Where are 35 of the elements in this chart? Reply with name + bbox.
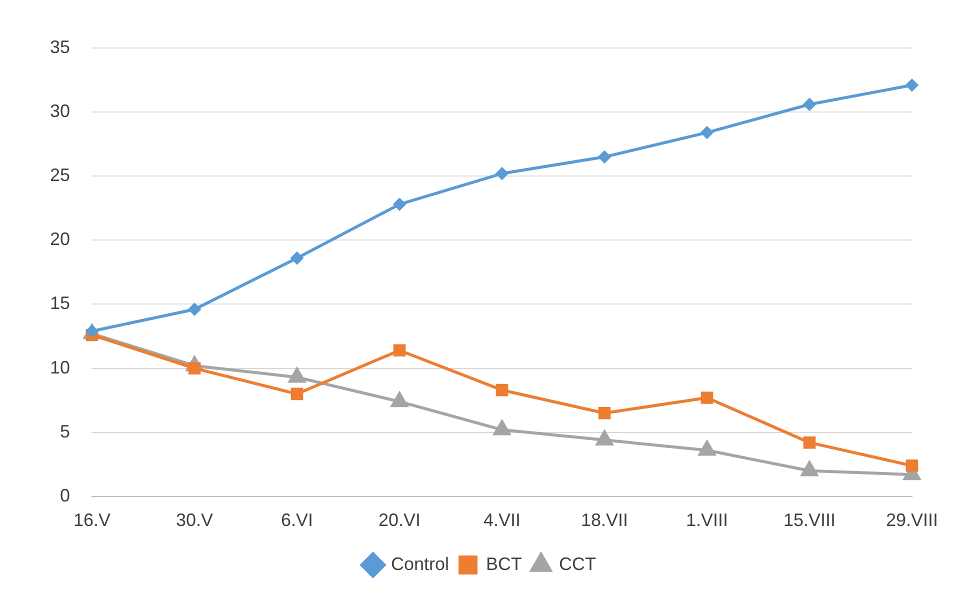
x-tick-label: 4.VII: [483, 510, 521, 530]
point: [290, 252, 304, 265]
y-tick-label: 15: [50, 293, 70, 314]
point: [906, 459, 918, 472]
legend-label: BCT: [486, 554, 522, 574]
point: [700, 392, 714, 404]
point: [393, 198, 406, 211]
x-tick-label: 16.V: [74, 510, 111, 530]
point: [290, 388, 304, 400]
legend-label: CCT: [559, 554, 596, 574]
point: [188, 302, 202, 316]
point: [700, 126, 714, 140]
point: [393, 344, 406, 357]
point: [802, 98, 816, 111]
y-tick-label: 30: [50, 101, 70, 122]
point: [598, 406, 611, 420]
point: [496, 384, 508, 396]
x-tick-label: 6.VI: [280, 510, 314, 530]
y-tick-label: 10: [50, 357, 70, 378]
y-tick-label: 35: [50, 36, 70, 57]
x-tick-label: 18.VII: [580, 510, 628, 530]
point: [598, 150, 611, 164]
point: [803, 436, 816, 449]
point: [496, 167, 509, 180]
x-tick-label: 29.VIII: [886, 510, 938, 530]
point: [905, 78, 918, 92]
y-tick-label: 5: [60, 421, 70, 442]
legend-label: Control: [390, 554, 450, 574]
y-tick-label: 20: [50, 229, 70, 250]
y-tick-label: 0: [60, 485, 70, 506]
x-tick-label: 15.VIII: [783, 510, 836, 530]
x-tick-label: 1.VIII: [686, 510, 728, 530]
x-tick-label: 20.VI: [378, 510, 421, 530]
x-tick-label: 30.V: [176, 510, 214, 530]
y-tick-label: 25: [50, 165, 70, 186]
